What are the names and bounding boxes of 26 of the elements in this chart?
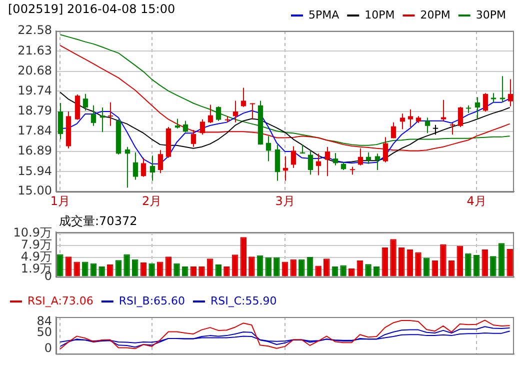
legend-label: 30PM	[476, 8, 506, 22]
chart-title: [002519] 2016-04-08 15:00	[8, 2, 176, 16]
y-tick-label: 18.79	[18, 103, 52, 118]
y-tick-label: 10.9万	[13, 226, 52, 240]
x-tick-label: 2月	[142, 194, 162, 208]
y-tick-label: 21.63	[18, 43, 52, 58]
legend-label: 20PM	[420, 8, 450, 22]
y-tick-label: 7.9万	[20, 238, 52, 252]
legend-label: 5PMA	[308, 8, 340, 22]
y-tick-label: 16.89	[18, 144, 52, 158]
text: 成交量:70372	[59, 214, 138, 228]
y-tick-label: 20.68	[18, 63, 52, 78]
y-tick-label: 0	[44, 341, 52, 356]
legend-label: RSI_B:65.60	[118, 294, 186, 308]
y-tick-label: 17.84	[18, 124, 52, 138]
x-tick-label: 3月	[275, 194, 295, 208]
y-tick-label: 19.74	[18, 83, 52, 98]
x-tick-label: 1月	[50, 194, 70, 208]
legend-label: RSI_C:55.90	[210, 294, 277, 308]
y-tick-label: 22.58	[18, 23, 52, 38]
y-tick-label: 15.94	[18, 164, 52, 178]
legend-label: 10PM	[364, 8, 395, 22]
legend-label: RSI_A:73.06	[28, 294, 94, 308]
y-tick-label: 4.9万	[20, 250, 52, 264]
x-tick-label: 4月	[466, 194, 486, 208]
y-tick-label: 15.00	[18, 184, 52, 198]
